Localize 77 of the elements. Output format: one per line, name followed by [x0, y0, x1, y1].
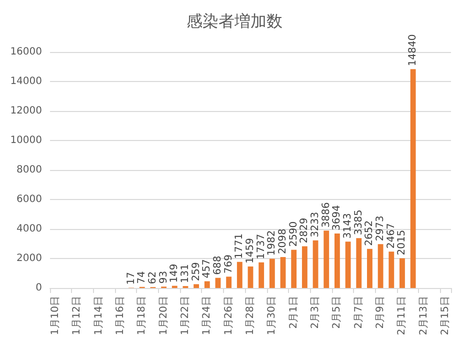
x-tick-label: 1月10日 [50, 296, 61, 336]
bar [334, 234, 340, 288]
x-tick-label: 2月3日 [310, 296, 322, 329]
data-label: 2467 [386, 223, 397, 249]
data-label: 2590 [288, 221, 300, 247]
data-label: 1771 [234, 233, 246, 259]
x-tick-label: 1月12日 [72, 296, 83, 336]
bar [356, 238, 362, 288]
bar [345, 242, 351, 288]
y-tick-label: 16000 [10, 46, 42, 58]
bar [291, 250, 297, 288]
x-tick-label: 1月16日 [114, 296, 126, 336]
bar [388, 252, 394, 288]
data-label: 1737 [256, 234, 267, 260]
data-label: 3385 [353, 210, 364, 236]
data-label: 3886 [320, 202, 332, 228]
data-label: 2015 [396, 230, 408, 256]
bar [269, 258, 275, 288]
x-tick-label: 2月13日 [418, 296, 430, 336]
bar [226, 276, 232, 288]
data-label: 457 [202, 259, 213, 278]
data-label: 2973 [375, 216, 386, 242]
data-label: 131 [180, 264, 191, 284]
bar [194, 284, 200, 288]
x-tick-label: 1月22日 [180, 296, 191, 336]
data-label: 259 [190, 262, 202, 282]
data-label: 769 [223, 254, 234, 274]
y-tick-label: 4000 [16, 224, 42, 234]
data-label: 3143 [342, 213, 354, 239]
bar [378, 244, 384, 288]
x-tick-label: 1月28日 [245, 296, 256, 336]
data-label: 3694 [332, 205, 343, 231]
x-tick-label: 2月7日 [353, 296, 364, 329]
y-tick-label: 8000 [16, 164, 42, 176]
bar [312, 240, 318, 288]
y-tick-label: 14000 [10, 76, 42, 87]
bar [410, 69, 416, 288]
bar [204, 281, 210, 288]
x-tick-label: 2月1日 [288, 296, 300, 329]
y-tick-label: 0 [36, 282, 42, 294]
data-label: 62 [147, 271, 158, 284]
bar [248, 266, 254, 288]
y-tick-label: 10000 [10, 135, 42, 146]
bar [215, 278, 221, 288]
y-tick-label: 6000 [16, 194, 42, 205]
data-label: 74 [136, 271, 148, 284]
x-tick-label: 1月26日 [223, 296, 234, 336]
x-tick-label: 2月11日 [396, 296, 408, 336]
data-label: 93 [158, 270, 170, 284]
x-tick-label: 2月15日 [440, 296, 452, 336]
bar [324, 230, 330, 288]
x-tick-label: 1月18日 [136, 296, 148, 336]
data-label: 1459 [245, 238, 256, 264]
x-tick-label: 1月30日 [266, 296, 278, 336]
data-label: 2098 [278, 228, 289, 254]
x-tick-label: 2月5日 [332, 296, 343, 329]
data-label: 2652 [364, 220, 376, 246]
bar [367, 248, 372, 288]
x-tick-label: 1月20日 [158, 296, 170, 336]
bar [258, 262, 264, 288]
data-label: 1982 [266, 230, 278, 256]
chart-title: 感染者増加数 [186, 12, 282, 30]
bar [302, 246, 308, 288]
x-tick-label: 1月14日 [93, 296, 104, 336]
y-tick-label: 12000 [10, 106, 42, 116]
data-label: 17 [126, 272, 137, 285]
bar [280, 257, 286, 288]
bar [400, 258, 405, 288]
data-label: 2829 [299, 218, 310, 244]
data-label: 3233 [310, 212, 322, 238]
data-label: 14840 [408, 34, 419, 66]
data-label: 149 [169, 264, 180, 283]
x-tick-label: 1月24日 [202, 296, 213, 336]
y-tick-label: 2000 [16, 253, 42, 264]
bar [236, 262, 242, 288]
x-tick-label: 2月9日 [375, 296, 386, 329]
data-label: 688 [212, 256, 224, 275]
